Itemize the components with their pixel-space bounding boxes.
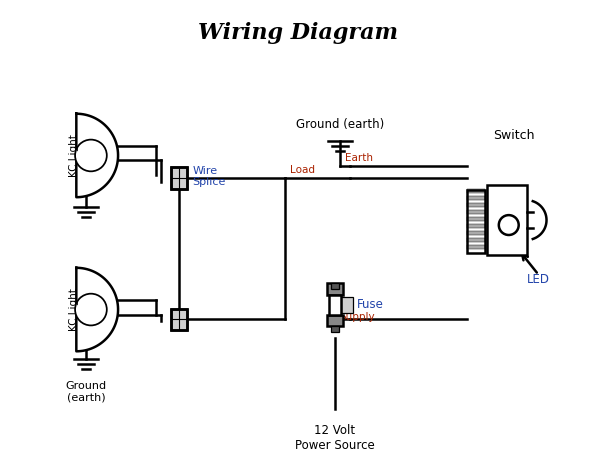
- Text: Ground (earth): Ground (earth): [296, 118, 384, 131]
- Bar: [467, 231, 485, 235]
- Text: Supply: Supply: [340, 312, 376, 323]
- Bar: [171, 309, 187, 331]
- Bar: [467, 224, 485, 228]
- Bar: [171, 167, 187, 189]
- Text: KC Light: KC Light: [69, 288, 79, 331]
- Bar: [467, 217, 485, 221]
- Bar: [467, 210, 485, 214]
- Text: Load: Load: [290, 166, 315, 175]
- Bar: [171, 167, 187, 189]
- Bar: [467, 238, 485, 242]
- Bar: [467, 189, 485, 193]
- Text: Fuse: Fuse: [356, 298, 383, 311]
- Text: Switch: Switch: [493, 129, 534, 142]
- Bar: [331, 326, 338, 333]
- Text: Ground
(earth): Ground (earth): [66, 381, 107, 403]
- Bar: [329, 295, 341, 315]
- Bar: [327, 315, 343, 326]
- Bar: [467, 190, 485, 253]
- Text: 12 Volt
Power Source: 12 Volt Power Source: [295, 424, 375, 452]
- Bar: [171, 309, 187, 331]
- Circle shape: [499, 215, 519, 235]
- Text: Wiring Diagram: Wiring Diagram: [198, 22, 399, 44]
- Text: LED: LED: [527, 273, 550, 286]
- Bar: [331, 283, 338, 289]
- Bar: [467, 196, 485, 200]
- Text: KC Light: KC Light: [69, 134, 79, 177]
- Bar: [341, 296, 353, 312]
- Bar: [327, 283, 343, 295]
- Text: Earth: Earth: [344, 153, 373, 163]
- Circle shape: [75, 294, 107, 325]
- Circle shape: [75, 140, 107, 171]
- Bar: [467, 203, 485, 207]
- Bar: [467, 245, 485, 249]
- Bar: [487, 185, 527, 255]
- Text: Wire
Splice: Wire Splice: [193, 166, 226, 187]
